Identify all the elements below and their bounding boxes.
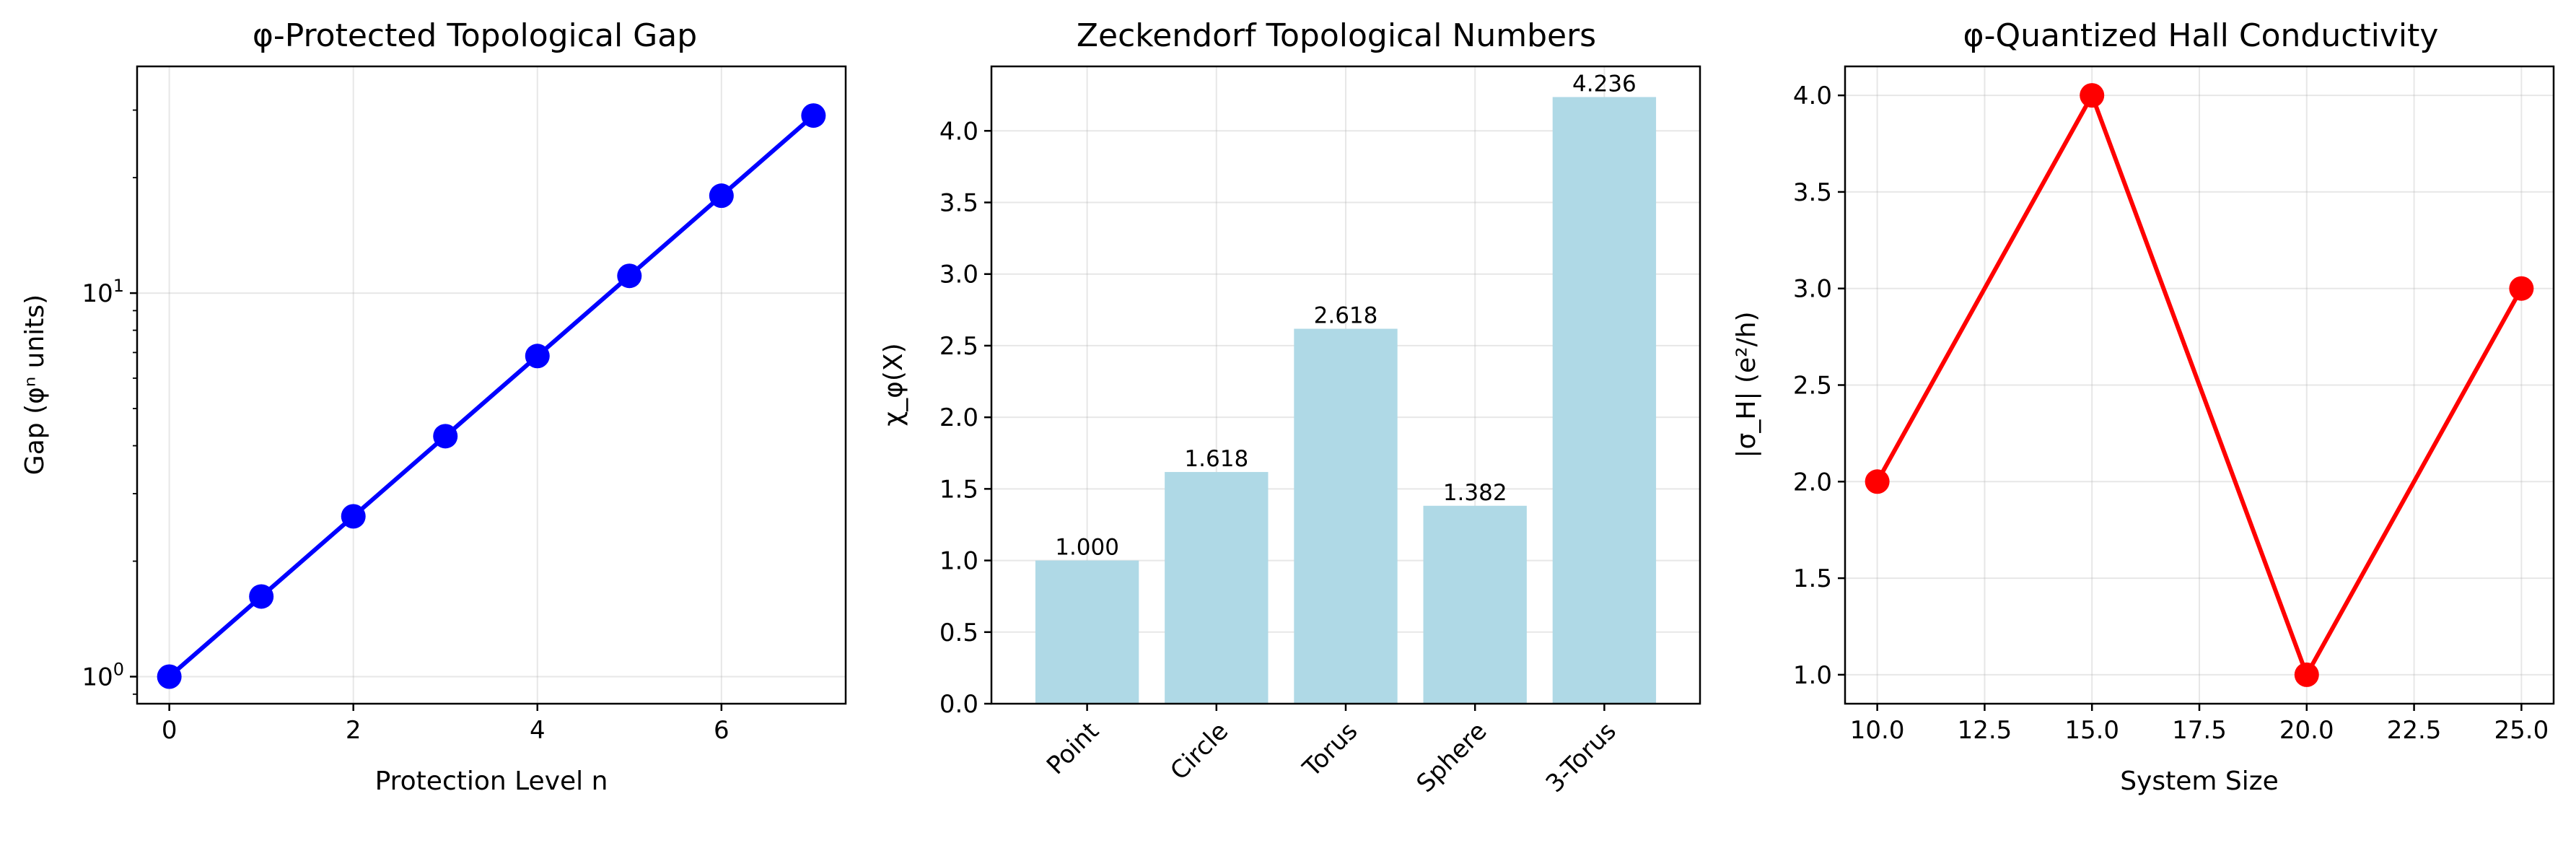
data-point <box>801 103 826 128</box>
data-point <box>249 584 274 609</box>
y-axis: 1.0 1.5 2.0 2.5 3.0 3.5 4.0 <box>1793 82 1845 690</box>
data-point <box>433 424 458 449</box>
y-axis-label: Gap (φⁿ units) <box>20 294 50 475</box>
panel-zeckendorf: Zeckendorf Topological Numbers 1.000 1.61… <box>879 17 1701 798</box>
x-axis-label: Protection Level n <box>375 766 608 796</box>
x-tick-label: 22.5 <box>2387 716 2442 745</box>
y-tick-label: 0.0 <box>939 690 978 719</box>
y-tick-label: 1.0 <box>1793 661 1832 690</box>
y-tick-label: 101 <box>82 276 124 308</box>
x-axis: Point Circle Torus Sphere 3-Torus <box>1041 704 1622 798</box>
data-point <box>2509 276 2534 301</box>
x-axis: 0 2 4 6 <box>162 704 730 745</box>
data-point <box>1865 469 1890 494</box>
x-tick-label: 15.0 <box>2064 716 2119 745</box>
plot-frame <box>1844 65 2555 705</box>
bar-data-label: 1.618 <box>1184 446 1248 472</box>
x-axis: 10.0 12.5 15.0 17.5 20.0 22.5 25.0 <box>1850 704 2549 745</box>
bar-data-label: 2.618 <box>1314 303 1378 329</box>
x-tick-label: 2 <box>346 716 362 745</box>
x-tick-label: 25.0 <box>2494 716 2549 745</box>
y-tick-label: 4.0 <box>939 117 978 146</box>
x-tick-label: 17.5 <box>2172 716 2227 745</box>
y-tick-label: 4.0 <box>1793 82 1832 110</box>
bar <box>1294 328 1398 704</box>
chart-title: Zeckendorf Topological Numbers <box>1077 17 1596 54</box>
y-tick-label: 0.5 <box>939 619 978 647</box>
data-point <box>617 263 642 289</box>
bar-data-label: 1.382 <box>1443 480 1507 506</box>
plot-frame <box>136 65 847 705</box>
y-tick-label: 1.5 <box>1793 564 1832 593</box>
data-point <box>157 664 182 689</box>
data-point <box>525 344 550 369</box>
y-tick-label: 1.0 <box>939 547 978 576</box>
bar <box>1423 505 1527 704</box>
bar <box>1165 471 1269 704</box>
bar <box>1035 560 1139 704</box>
x-tick-label: Sphere <box>1411 717 1493 798</box>
y-tick-label: 3.0 <box>1793 275 1832 304</box>
bar <box>1552 97 1657 704</box>
panel-hall: φ-Quantized Hall Conductivity 10.0 12.5 15… <box>1732 17 2555 796</box>
x-tick-label: 6 <box>714 716 730 745</box>
series <box>157 103 826 689</box>
x-tick-label: 0 <box>162 716 178 745</box>
plot-frame <box>990 65 1701 705</box>
data-point <box>2294 662 2319 687</box>
series <box>1865 83 2534 687</box>
y-axis: 0.0 0.5 1.0 1.5 2.0 2.5 3.0 3.5 4.0 <box>939 117 991 719</box>
bar-data-label: 4.236 <box>1572 71 1637 97</box>
x-tick-label: 12.5 <box>1958 716 2012 745</box>
y-axis-label: |σ_H| (e²/h) <box>1732 311 1761 458</box>
bars: 1.000 1.618 2.618 1.382 4.236 <box>1035 71 1657 704</box>
chart-title: φ-Quantized Hall Conductivity <box>1963 17 2439 54</box>
y-tick-label: 2.5 <box>1793 372 1832 401</box>
data-point <box>2080 83 2105 108</box>
x-tick-label: 10.0 <box>1850 716 1905 745</box>
y-tick-label: 3.5 <box>939 189 978 218</box>
x-tick-label: Circle <box>1165 717 1234 786</box>
x-axis-label: System Size <box>2120 766 2279 796</box>
chart-title: φ-Protected Topological Gap <box>253 17 697 54</box>
x-tick-label: 3-Torus <box>1541 717 1622 798</box>
series-line <box>167 113 815 678</box>
x-tick-label: Torus <box>1297 717 1363 783</box>
data-point <box>341 504 366 529</box>
y-tick-label: 2.0 <box>1793 468 1832 497</box>
x-tick-label: 20.0 <box>2279 716 2334 745</box>
y-axis-label: χ_φ(X) <box>879 343 908 426</box>
series-line <box>1875 93 2523 677</box>
x-tick-label: 4 <box>530 716 546 745</box>
y-tick-label: 3.5 <box>1793 178 1832 207</box>
x-tick-label: Point <box>1041 717 1105 780</box>
grid <box>137 66 846 704</box>
data-point <box>709 183 734 209</box>
y-tick-label: 1.5 <box>939 475 978 504</box>
bar-data-label: 1.000 <box>1055 535 1119 561</box>
y-tick-label: 2.0 <box>939 403 978 432</box>
y-tick-label: 3.0 <box>939 261 978 289</box>
y-tick-label: 2.5 <box>939 332 978 361</box>
y-axis: 100 101 <box>82 109 137 695</box>
grid <box>1845 66 2554 704</box>
y-tick-label: 100 <box>82 659 124 691</box>
